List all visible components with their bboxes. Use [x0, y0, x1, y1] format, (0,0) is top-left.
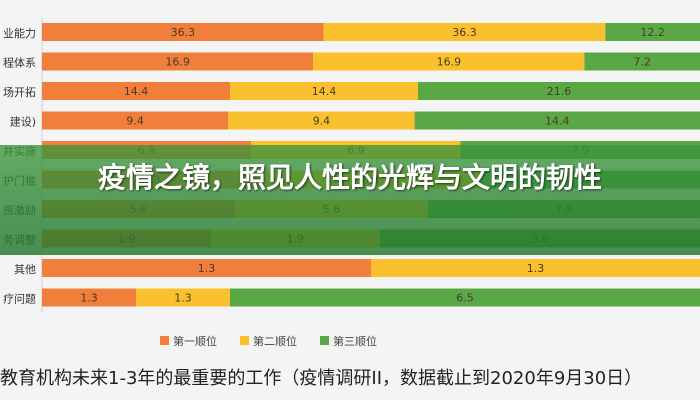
data-label: 16.9	[165, 56, 190, 69]
bar-segment	[323, 23, 606, 41]
bar-segment	[371, 259, 700, 277]
bar-segment	[230, 288, 700, 307]
bar-segment	[42, 259, 371, 277]
data-label: 7.2	[633, 56, 651, 69]
data-label: 12.2	[640, 26, 665, 39]
data-label: 36.3	[171, 26, 196, 39]
data-label: 1.3	[80, 292, 98, 305]
data-label: 9.4	[126, 115, 144, 128]
category-label: 其他	[14, 263, 36, 276]
title-banner	[0, 145, 700, 255]
category-label: 疗问题	[3, 292, 36, 306]
category-label: 建设)	[10, 115, 36, 129]
data-label: 1.3	[198, 262, 216, 275]
bar-segment	[414, 111, 700, 130]
data-label: 14.4	[545, 115, 570, 128]
bar-segment	[230, 82, 418, 100]
data-label: 1.3	[527, 262, 545, 275]
category-label: 业能力	[3, 26, 36, 40]
bar-segment	[136, 288, 230, 307]
legend-swatch	[320, 336, 329, 345]
data-label: 14.4	[312, 85, 337, 98]
bar-segment	[42, 288, 136, 307]
data-label: 16.9	[437, 56, 462, 69]
bar-segment	[605, 23, 700, 41]
bar-segment	[228, 111, 415, 130]
bar-segment	[42, 111, 229, 130]
bar-segment	[313, 52, 585, 71]
data-label: 36.3	[452, 26, 477, 39]
legend-swatch	[240, 336, 249, 345]
data-label: 1.3	[174, 292, 192, 305]
bar-segment	[584, 52, 700, 71]
overlay-title: 疫情之镜，照见人性的光辉与文明的韧性	[97, 161, 602, 194]
bar-segment	[418, 82, 700, 100]
category-label: 程体系	[3, 56, 36, 70]
data-label: 6.5	[456, 292, 474, 305]
bar-segment	[42, 52, 314, 71]
data-label: 21.6	[547, 85, 572, 98]
category-label: 场开拓	[3, 85, 36, 99]
data-label: 9.4	[313, 115, 331, 128]
legend-label: 第一顺位	[173, 334, 217, 348]
bar-segment	[42, 23, 324, 41]
bar-segment	[42, 82, 230, 100]
chart-caption: 教育机构未来1-3年的最重要的工作（疫情调研II，数据截止到2020年9月30日…	[0, 368, 643, 389]
legend-label: 第三顺位	[333, 334, 377, 348]
legend-label: 第二顺位	[253, 334, 297, 348]
legend-swatch	[160, 336, 169, 345]
data-label: 14.4	[124, 85, 149, 98]
